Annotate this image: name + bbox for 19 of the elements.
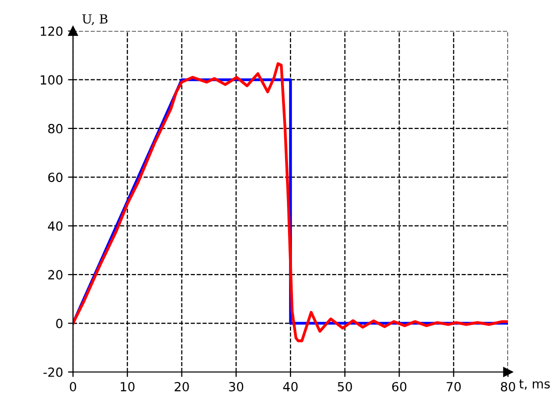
x-tick-label: 80 (500, 382, 516, 392)
y-tick-label: 100 (40, 75, 62, 85)
y-tick-label: 60 (48, 172, 62, 182)
x-tick-label: 0 (70, 382, 76, 392)
x-tick-label: 70 (446, 382, 461, 392)
x-tick-label: 50 (338, 382, 352, 392)
y-tick-label: 80 (48, 124, 62, 134)
x-tick-label: 40 (283, 382, 298, 392)
x-tick-label: 60 (392, 382, 406, 392)
y-tick-label: 120 (40, 26, 62, 36)
x-tick-label: 20 (174, 382, 189, 392)
y-tick-label: 0 (56, 318, 62, 328)
y-tick-label: 40 (48, 221, 62, 231)
x-tick-label: 30 (229, 382, 244, 392)
y-tick-label: -20 (43, 367, 62, 377)
y-tick-label: 20 (48, 270, 62, 280)
x-axis-title: t, ms (519, 380, 550, 390)
x-tick-label: 10 (120, 382, 134, 392)
y-axis-title: U, B (82, 14, 108, 26)
